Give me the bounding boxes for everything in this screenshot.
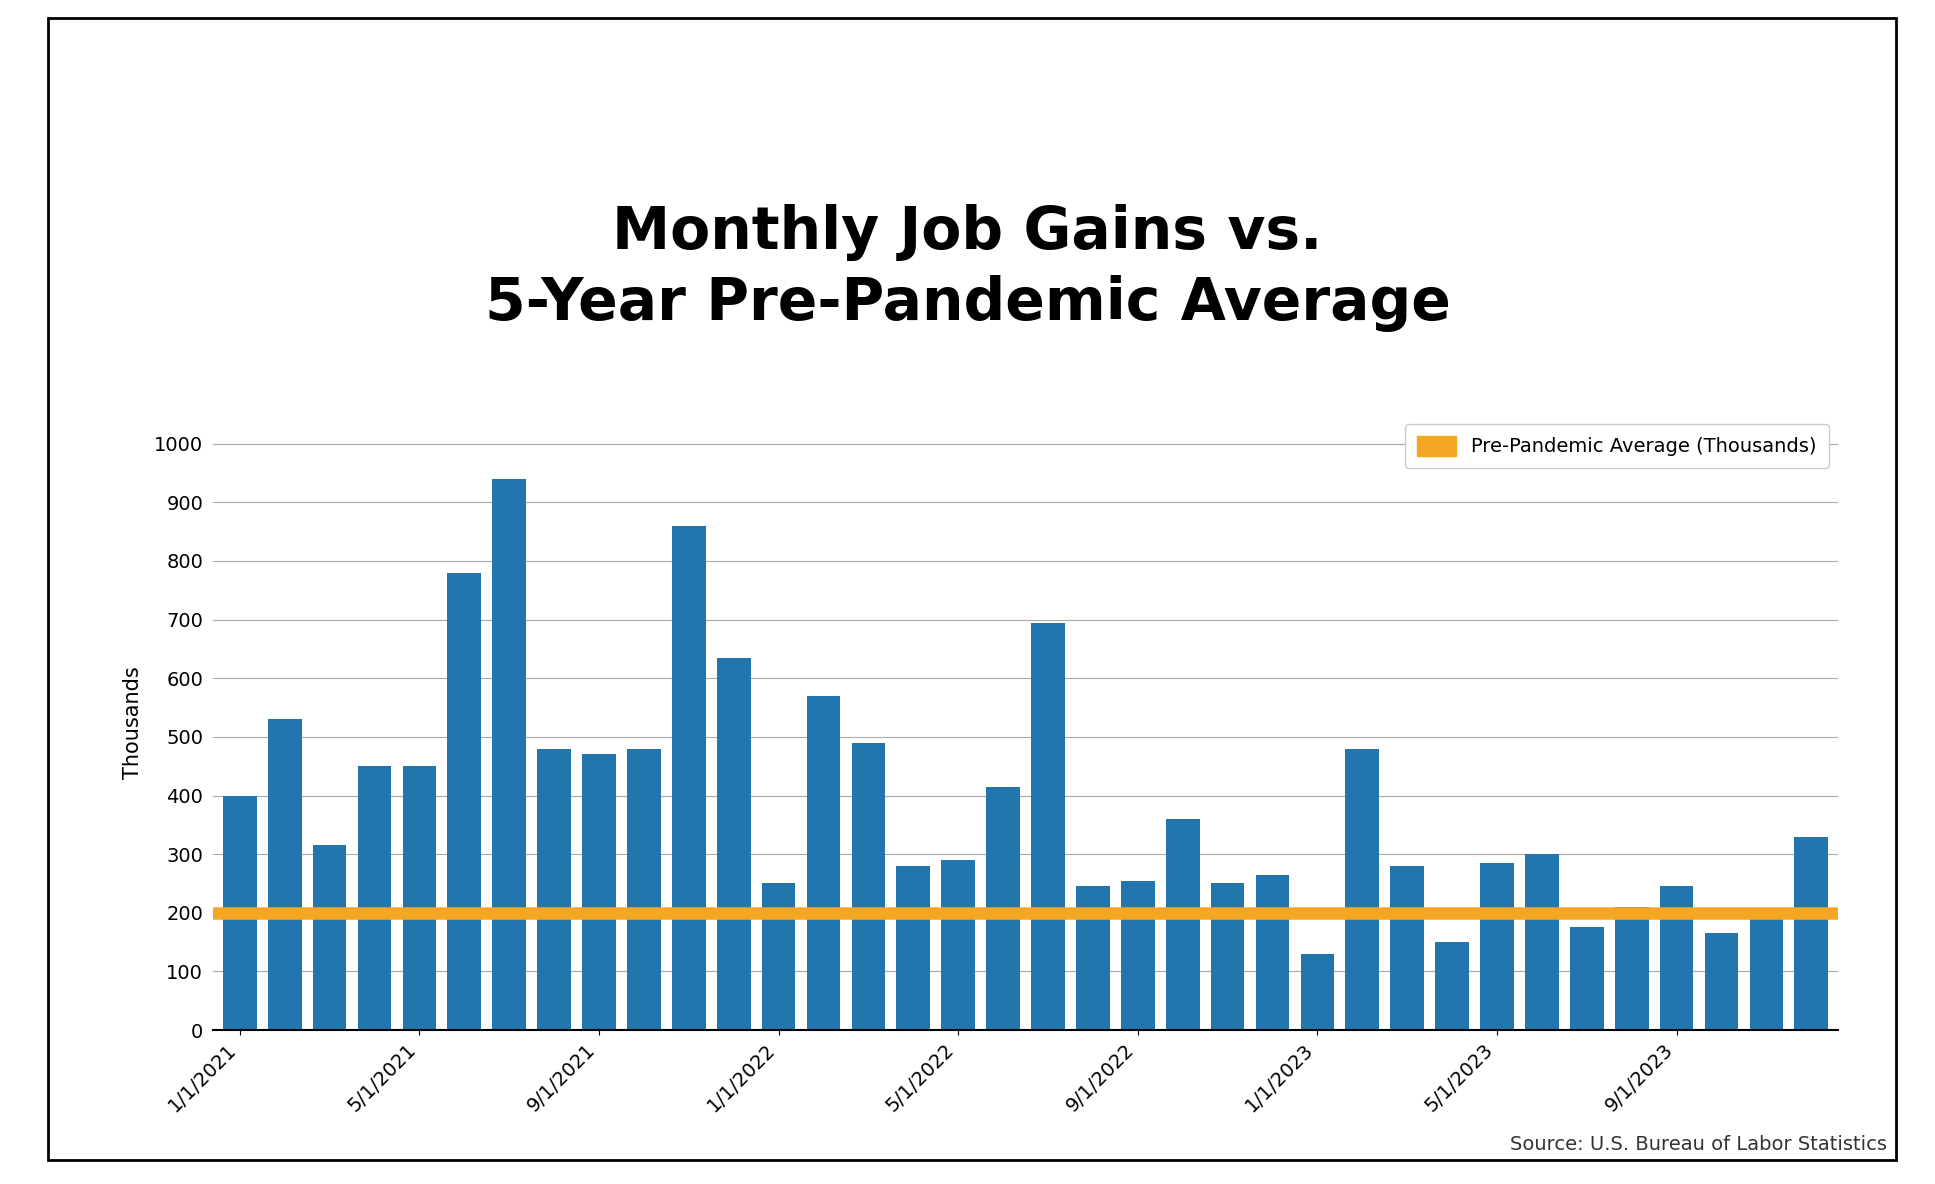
Bar bbox=[1705, 933, 1738, 1030]
Text: Monthly Job Gains vs.
5-Year Pre-Pandemic Average: Monthly Job Gains vs. 5-Year Pre-Pandemi… bbox=[484, 204, 1451, 332]
Bar bbox=[358, 766, 391, 1030]
Bar bbox=[1436, 942, 1469, 1030]
Bar bbox=[582, 754, 615, 1030]
Bar bbox=[267, 720, 302, 1030]
Bar bbox=[716, 658, 751, 1030]
Bar bbox=[402, 766, 435, 1030]
Bar bbox=[1120, 881, 1155, 1030]
Bar bbox=[940, 860, 975, 1030]
Bar bbox=[896, 866, 931, 1030]
Bar bbox=[1345, 748, 1380, 1030]
Bar bbox=[1660, 887, 1693, 1030]
Bar bbox=[671, 526, 706, 1030]
Bar bbox=[1167, 819, 1200, 1030]
Bar bbox=[1569, 927, 1604, 1030]
Bar bbox=[1256, 875, 1289, 1030]
Bar bbox=[1480, 863, 1513, 1030]
Y-axis label: Thousands: Thousands bbox=[124, 665, 143, 779]
Bar bbox=[1031, 623, 1064, 1030]
Legend: Pre-Pandemic Average (Thousands): Pre-Pandemic Average (Thousands) bbox=[1405, 424, 1829, 468]
Bar bbox=[1211, 883, 1244, 1030]
Bar bbox=[223, 796, 257, 1030]
Bar bbox=[1616, 907, 1649, 1030]
Text: Source: U.S. Bureau of Labor Statistics: Source: U.S. Bureau of Labor Statistics bbox=[1509, 1135, 1887, 1154]
Bar bbox=[1391, 866, 1424, 1030]
Bar bbox=[1525, 854, 1560, 1030]
Bar bbox=[491, 478, 526, 1030]
Bar bbox=[1794, 837, 1829, 1030]
Bar bbox=[313, 845, 346, 1030]
Bar bbox=[987, 786, 1020, 1030]
Bar bbox=[807, 696, 840, 1030]
Bar bbox=[538, 748, 571, 1030]
Bar bbox=[447, 573, 482, 1030]
Bar bbox=[627, 748, 660, 1030]
Bar bbox=[851, 742, 884, 1030]
Bar bbox=[1300, 954, 1335, 1030]
Bar bbox=[1749, 915, 1784, 1030]
Bar bbox=[1076, 887, 1111, 1030]
Bar bbox=[762, 883, 795, 1030]
